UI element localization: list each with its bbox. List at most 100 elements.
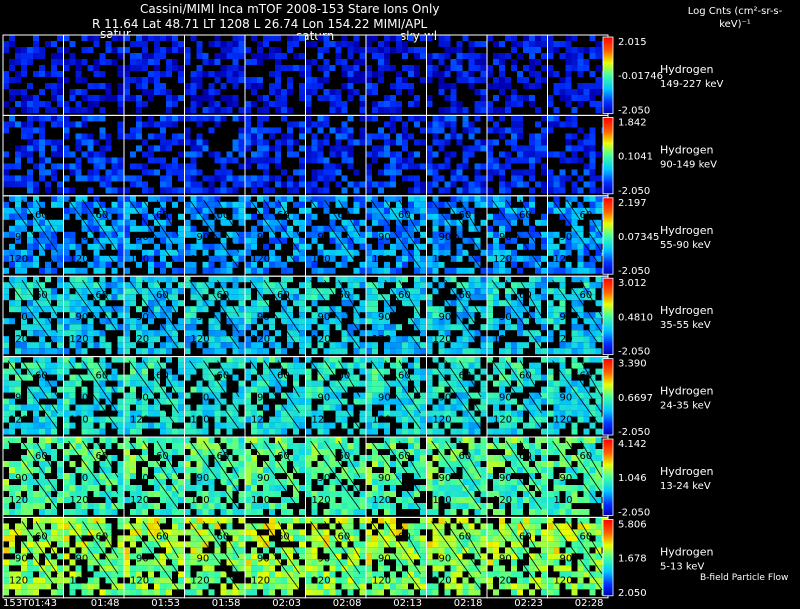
heatmap-cell	[535, 59, 541, 65]
heatmap-cell	[311, 213, 318, 220]
heatmap-cell	[69, 89, 76, 95]
heatmap-cell	[468, 59, 475, 65]
heatmap-cell	[178, 255, 184, 262]
heatmap-cell	[154, 509, 160, 515]
heatmap-cell	[366, 342, 372, 349]
heatmap-cell	[208, 356, 215, 363]
heatmap-cell	[547, 288, 554, 295]
pitch-contour	[552, 360, 603, 430]
heatmap-cell	[130, 428, 136, 435]
heatmap-cell	[571, 342, 578, 349]
heatmap-cell	[384, 356, 390, 363]
heatmap-cell	[226, 231, 233, 238]
heatmap-cell	[81, 276, 88, 283]
heatmap-cell	[378, 127, 384, 134]
heatmap-cell	[293, 386, 299, 393]
heatmap-cell	[305, 195, 312, 202]
heatmap-cell	[245, 261, 251, 268]
heatmap-cell	[69, 300, 76, 307]
heatmap-cell	[69, 473, 76, 479]
heatmap-cell	[426, 261, 433, 268]
heatmap-cell	[15, 497, 21, 503]
heatmap-cell	[275, 157, 281, 164]
heatmap-cell	[87, 213, 94, 220]
heatmap-cell	[166, 455, 172, 461]
heatmap-cell	[589, 342, 596, 349]
heatmap-cell	[499, 133, 505, 140]
heatmap-cell	[523, 368, 529, 375]
heatmap-cell	[27, 219, 33, 226]
heatmap-cell	[474, 288, 481, 295]
heatmap-cell	[124, 479, 130, 485]
heatmap-cell	[166, 467, 172, 473]
heatmap-cell	[505, 163, 511, 170]
heatmap-cell	[27, 145, 33, 152]
heatmap-cell	[450, 348, 457, 355]
heatmap-cell	[347, 41, 354, 47]
heatmap-cell	[378, 380, 384, 387]
heatmap-cell	[420, 276, 426, 283]
heatmap-cell	[69, 374, 76, 381]
heatmap-cell	[202, 428, 209, 435]
heatmap-cell	[335, 47, 342, 53]
heatmap-cell	[390, 121, 396, 128]
heatmap-cell	[99, 53, 106, 59]
heatmap-cell	[426, 201, 433, 208]
heatmap-cell	[105, 348, 112, 355]
heatmap-cell	[142, 101, 148, 107]
heatmap-cell	[595, 392, 602, 399]
heatmap-cell	[565, 47, 572, 53]
heatmap-cell	[33, 255, 39, 262]
heatmap-cell	[589, 267, 596, 274]
heatmap-cell	[257, 288, 263, 295]
heatmap-cell	[160, 231, 166, 238]
contour-label: 90	[76, 312, 89, 323]
heatmap-cell	[69, 306, 76, 313]
heatmap-cell	[317, 404, 324, 411]
heatmap-cell	[136, 121, 142, 128]
heatmap-cell	[275, 47, 281, 53]
heatmap-cell	[3, 83, 9, 89]
heatmap-cell	[390, 243, 396, 250]
heatmap-cell	[190, 207, 197, 214]
heatmap-cell	[130, 318, 136, 325]
heatmap-cell	[547, 374, 554, 381]
heatmap-cell	[541, 237, 547, 244]
heatmap-cell	[160, 133, 166, 140]
heatmap-cell	[456, 243, 463, 250]
heatmap-cell	[378, 187, 384, 194]
heatmap-cell	[559, 392, 566, 399]
heatmap-cell	[474, 306, 481, 313]
heatmap-cell	[15, 404, 21, 411]
heatmap-cell	[335, 306, 342, 313]
pitch-contour	[128, 199, 179, 269]
heatmap-cell	[214, 392, 221, 399]
heatmap-cell	[329, 404, 336, 411]
heatmap-cell	[154, 288, 160, 295]
heatmap-cell	[347, 207, 354, 214]
heatmap-cell	[208, 485, 215, 491]
heatmap-cell	[499, 53, 505, 59]
heatmap-cell	[166, 35, 172, 41]
heatmap-cell	[15, 101, 21, 107]
heatmap-cell	[511, 348, 517, 355]
heatmap-cell	[238, 127, 245, 134]
heatmap-cell	[111, 201, 118, 208]
heatmap-cell	[589, 237, 596, 244]
heatmap-cell	[172, 428, 178, 435]
heatmap-cell	[444, 267, 451, 274]
heatmap-cell	[27, 288, 33, 295]
heatmap-cell	[81, 47, 88, 53]
heatmap-cell	[577, 157, 584, 164]
heatmap-cell	[63, 491, 70, 497]
heatmap-cell	[281, 455, 287, 461]
heatmap-cell	[426, 416, 433, 423]
heatmap-cell	[396, 107, 402, 113]
heatmap-cell	[226, 219, 233, 226]
heatmap-cell	[529, 133, 535, 140]
heatmap-cell	[305, 356, 312, 363]
heatmap-cell	[27, 127, 33, 134]
heatmap-cell	[63, 187, 70, 194]
heatmap-cell	[105, 443, 112, 449]
species-label: Hydrogen	[660, 224, 714, 237]
